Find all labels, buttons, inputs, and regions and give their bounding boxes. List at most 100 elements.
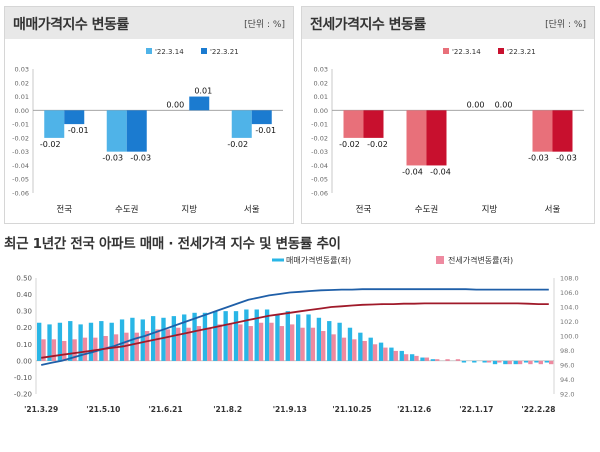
sale-y-tick-label: 0.03 [15, 66, 29, 74]
trend-left-tick-label: 0.10 [16, 341, 32, 349]
sale-bar [126, 110, 147, 152]
sale-change-bar [306, 314, 311, 361]
sale-y-tick-label: -0.02 [12, 134, 29, 142]
jeonse-change-bar [435, 359, 440, 361]
jeonse-y-tick-label: 0.01 [314, 93, 328, 101]
sale-bar [64, 110, 85, 125]
jeonse-chart-title: 전세가격지수 변동률 [310, 17, 426, 33]
jeonse-change-bar [548, 360, 554, 365]
jeonse-bar [552, 110, 573, 152]
trend-right-tick-label: 102.0 [560, 318, 579, 326]
jeonse-change-bar [414, 355, 419, 361]
sale-legend-swatch [146, 48, 152, 54]
jeonse-change-bar [445, 359, 450, 361]
sale-y-tick-label: -0.05 [12, 176, 29, 184]
trend-x-tick-label: '21.8.2 [213, 405, 242, 414]
jeonse-change-bar [258, 322, 264, 361]
sale-change-bar [254, 309, 259, 361]
sale-index-line [41, 288, 549, 366]
jeonse-change-bar [134, 332, 139, 361]
sale-value-label: 0.01 [194, 87, 212, 96]
sale-change-bar [337, 322, 342, 361]
jeonse-value-label: 0.00 [467, 100, 485, 109]
jeonse-change-bar [238, 324, 243, 361]
jeonse-change-bar [383, 347, 388, 361]
jeonse-change-bar [186, 327, 191, 361]
jeonse-change-bar [124, 332, 129, 361]
jeonse-legend-swatch [443, 48, 449, 54]
trend-x-tick-label: '21.9.13 [273, 405, 307, 414]
jeonse-y-tick-label: 0.03 [314, 66, 328, 74]
jeonse-change-bar [352, 339, 357, 361]
jeonse-y-tick-label: 0.02 [314, 79, 328, 87]
jeonse-legend-swatch [498, 48, 504, 54]
trend-right-tick-label: 108.0 [560, 275, 579, 283]
sale-change-bar [161, 317, 166, 361]
sale-change-bar [285, 311, 290, 361]
sale-change-bar [513, 360, 518, 365]
jeonse-category-label: 전국 [356, 204, 372, 215]
trend-x-tick-label: '22.2.28 [521, 405, 555, 414]
jeonse-y-tick-label: -0.03 [311, 148, 328, 156]
sale-change-bar [99, 321, 104, 361]
sale-change-bar [368, 337, 373, 361]
jeonse-category-label: 수도권 [415, 204, 438, 215]
jeonse-change-bar [72, 339, 77, 361]
sale-category-label: 지방 [181, 204, 197, 215]
sale-change-bar [182, 314, 187, 361]
trend-x-tick-label: '21.6.21 [148, 405, 182, 414]
sale-change-bar [327, 321, 332, 361]
trend-right-tick-label: 106.0 [560, 289, 579, 297]
jeonse-value-label: -0.03 [528, 154, 549, 163]
sale-value-label: -0.01 [255, 126, 276, 135]
sale-value-label: -0.01 [68, 126, 89, 135]
sale-value-label: 0.00 [166, 100, 184, 109]
sale-change-bar [389, 347, 394, 361]
jeonse-change-bar [528, 360, 533, 365]
trend-x-tick-label: '22.1.17 [459, 405, 493, 414]
jeonse-change-bar [51, 339, 57, 361]
jeonse-index-line [41, 302, 549, 359]
sale-legend-label: '22.3.21 [210, 48, 239, 56]
trend-legend-label: 전세가격변동률(좌) [448, 255, 513, 265]
jeonse-change-bar [196, 326, 202, 361]
jeonse-value-label: -0.02 [339, 140, 360, 149]
jeonse-y-tick-label: -0.02 [311, 134, 328, 142]
jeonse-change-bar [300, 327, 305, 361]
sale-panel-header: 매매가격지수 변동률 [단위 : %] [5, 7, 293, 39]
trend-x-tick-label: '21.10.25 [332, 405, 371, 414]
sale-change-bar [264, 309, 270, 361]
trend-left-tick-label: 0.20 [16, 324, 32, 332]
trend-right-tick-label: 100.0 [560, 333, 579, 341]
sale-change-bar [420, 357, 425, 361]
jeonse-change-bar [455, 359, 461, 361]
sale-change-bar [223, 311, 228, 361]
trend-legend-label: 매매가격변동률(좌) [286, 255, 351, 265]
jeonse-change-bar [155, 329, 160, 361]
jeonse-category-label: 지방 [482, 204, 498, 215]
sale-chart-title: 매매가격지수 변동률 [13, 17, 129, 33]
trend-left-tick-label: 0.40 [16, 291, 32, 299]
sale-change-bar [296, 314, 301, 361]
sale-change-bar [523, 360, 529, 363]
sale-change-bar [202, 312, 208, 361]
jeonse-change-bar [331, 334, 336, 361]
trend-chart-title: 최근 1년간 전국 아파트 매매 · 전세가격 지수 및 변동률 추이 [4, 236, 341, 252]
jeonse-y-tick-label: -0.06 [311, 190, 328, 198]
sale-change-bar [275, 314, 280, 361]
sale-legend-label: '22.3.14 [155, 48, 184, 56]
jeonse-panel-header: 전세가격지수 변동률 [단위 : %] [302, 7, 594, 39]
sale-category-label: 전국 [56, 204, 72, 215]
jeonse-change-bar [321, 331, 326, 361]
trend-x-tick-label: '21.5.10 [86, 405, 120, 414]
sale-change-bar [192, 312, 197, 361]
trend-left-tick-label: 0.30 [16, 308, 32, 316]
jeonse-change-bar [62, 340, 67, 361]
sale-y-tick-label: -0.03 [12, 148, 29, 156]
jeonse-legend-label: '22.3.21 [507, 48, 536, 56]
sale-bar [106, 110, 127, 152]
jeonse-change-bar [393, 350, 398, 361]
jeonse-change-bar [497, 360, 502, 363]
sale-y-tick-label: -0.06 [12, 190, 29, 198]
jeonse-change-bar [341, 337, 347, 361]
